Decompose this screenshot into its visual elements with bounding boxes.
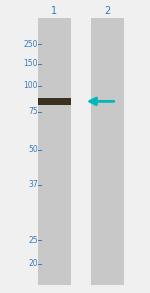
Text: 100: 100 — [23, 81, 38, 90]
Text: 250: 250 — [23, 40, 38, 49]
Bar — [91, 18, 124, 285]
Text: 50: 50 — [28, 145, 38, 154]
Text: 25: 25 — [28, 236, 38, 245]
Text: 2: 2 — [105, 6, 111, 16]
Text: 1: 1 — [51, 6, 57, 16]
Text: 37: 37 — [28, 180, 38, 189]
Text: 75: 75 — [28, 107, 38, 116]
Bar — [38, 98, 70, 105]
Text: 150: 150 — [23, 59, 38, 68]
Bar — [38, 18, 70, 285]
Text: 20: 20 — [28, 259, 38, 268]
